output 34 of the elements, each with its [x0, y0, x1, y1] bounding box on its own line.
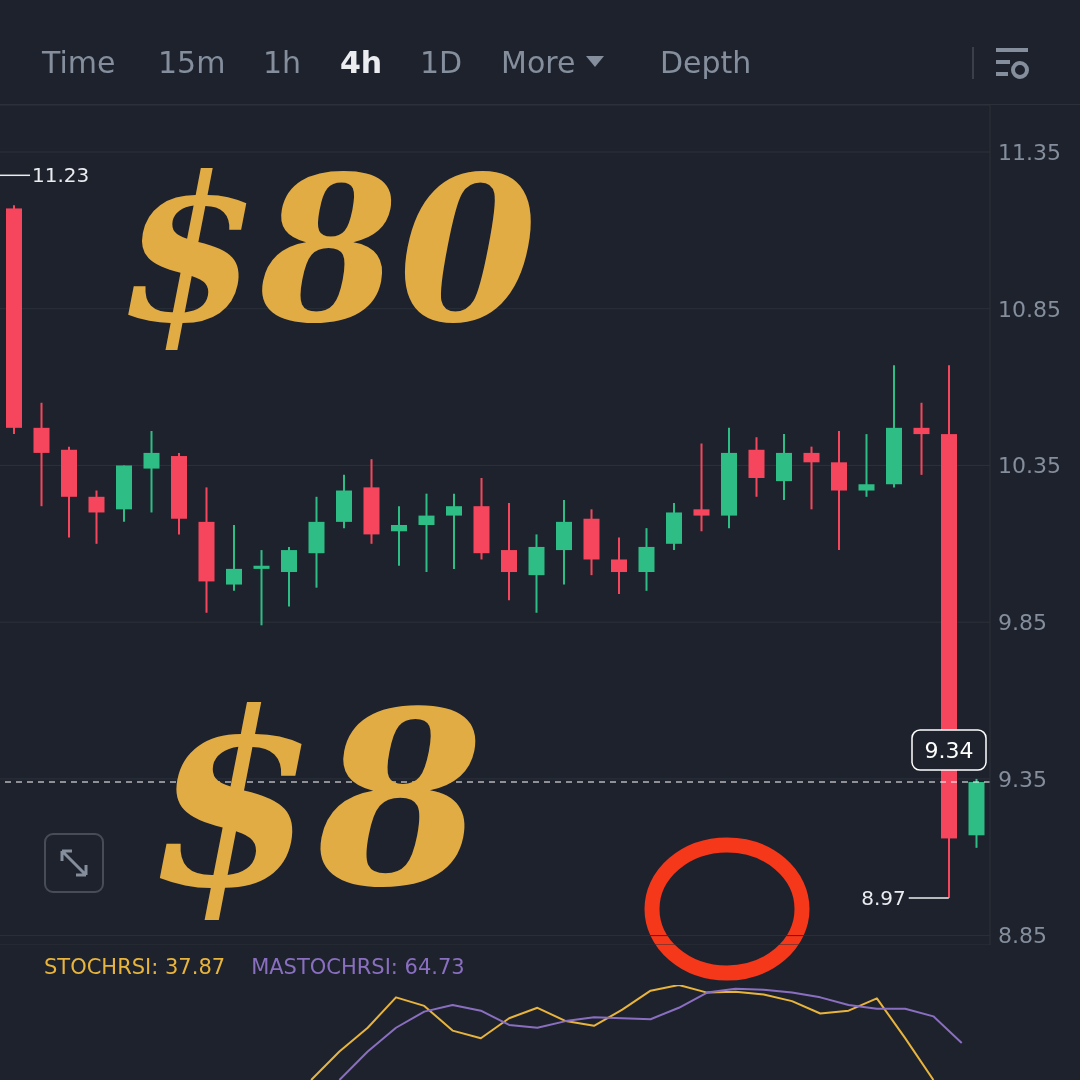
annotation: 8.97: [861, 885, 906, 910]
annotation: $80: [120, 132, 538, 367]
ref-line-label: 9.34: [924, 738, 974, 764]
annotation: 11.23: [32, 163, 90, 188]
candlestick: [88, 489, 105, 545]
candlestick: [446, 492, 462, 570]
y-tick-label: 9.85: [998, 609, 1047, 635]
text: More: [501, 45, 576, 80]
y-tick-label: 9.35: [998, 766, 1047, 792]
candlestick: [253, 549, 270, 627]
candlestick: [858, 433, 875, 498]
candlestick: [281, 545, 297, 608]
text: 15m: [158, 45, 226, 80]
text: 1D: [420, 45, 463, 80]
text: 4h: [340, 45, 383, 80]
candlestick: [803, 445, 820, 511]
candlestick: [418, 492, 435, 574]
candlestick: [611, 536, 627, 595]
y-tick-label: 11.35: [998, 139, 1061, 165]
candlestick: [693, 442, 710, 533]
candlestick: [226, 524, 242, 592]
candlestick: [501, 502, 517, 602]
y-tick-label: 8.85: [998, 923, 1047, 949]
text: Time: [42, 45, 116, 80]
candlestick: [143, 429, 160, 514]
candlestick: [913, 401, 930, 476]
annotation: $8: [150, 659, 484, 941]
text: MASTOCHRSI: 64.73: [251, 955, 465, 979]
text: 1h: [263, 45, 302, 80]
candlestick: [391, 505, 407, 567]
y-tick-label: 10.85: [998, 296, 1061, 322]
text: STOCHRSI: 37.87: [44, 955, 226, 979]
y-tick-label: 10.35: [998, 453, 1061, 479]
text: Depth: [660, 45, 752, 80]
